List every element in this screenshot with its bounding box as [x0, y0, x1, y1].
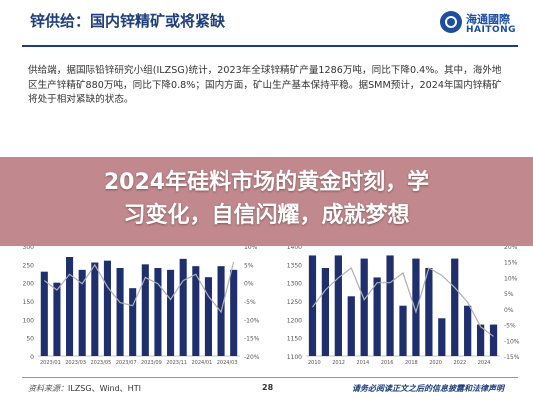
bar — [412, 258, 420, 356]
logo-text-cn: 海通國際 — [466, 13, 510, 26]
y2-tick-label: -15% — [244, 336, 260, 343]
x-tick-label: 2020 — [429, 360, 442, 366]
y-tick-label: 1350 — [287, 262, 302, 269]
x-tick-label: 2024/01 — [192, 360, 213, 366]
y2-tick-label: 5% — [244, 262, 254, 269]
haitong-logo-icon — [440, 11, 462, 33]
slide-title: 锌供给：国内锌精矿或将紧缺 — [30, 12, 226, 30]
bar — [308, 255, 317, 356]
header-divider — [22, 45, 518, 47]
y2-tick-label: 15% — [504, 260, 518, 267]
page-number: 28 — [262, 383, 274, 392]
bar — [103, 260, 111, 356]
y-tick-label: 250 — [23, 262, 35, 269]
x-tick-label: 2023/07 — [116, 360, 137, 366]
y2-tick-label: -15% — [504, 354, 520, 361]
bar — [91, 262, 99, 356]
yoy-line — [311, 267, 494, 337]
x-tick-label: 2023/09 — [141, 360, 162, 366]
y2-tick-label: 0% — [244, 281, 254, 288]
y2-tick-label: -5% — [244, 299, 256, 306]
bar — [321, 268, 330, 356]
y-tick-label: 50 — [26, 336, 34, 343]
x-tick-label: 2018 — [405, 360, 418, 366]
bar — [66, 257, 74, 356]
footer-source: 资料来源：ILZSG、Wind、HTI — [28, 383, 141, 394]
bar — [154, 268, 162, 356]
yoy-line — [43, 261, 235, 314]
charts-area: 0 50 100 150 200 250 300 -20% -15% -10% -5% 0% 5% 10%… — [23, 246, 520, 366]
bar — [53, 282, 61, 356]
bar — [129, 288, 137, 356]
x-tick-label: 2023/11 — [166, 360, 187, 366]
bar — [360, 258, 368, 356]
x-tick-label: 2014 — [357, 360, 370, 366]
y2-tick-label: 0% — [504, 307, 514, 314]
x-tick-label: 2024/03 — [217, 360, 238, 366]
x-tick-label: 2012 — [332, 360, 345, 366]
footer-divider — [22, 377, 518, 378]
y-tick-label: 1250 — [287, 299, 302, 306]
y-tick-label: 1100 — [287, 354, 302, 361]
y-tick-label: 1300 — [287, 281, 302, 288]
bar — [476, 324, 485, 356]
x-tick-label: 2010 — [308, 360, 321, 366]
bar — [167, 269, 175, 356]
chart-left: 0 50 100 150 200 250 300 -20% -15% -10% -5% 0% 5% 10%… — [23, 246, 260, 366]
y2-tick-label: 10% — [244, 246, 258, 251]
x-tick-label: 2024 — [478, 360, 491, 366]
y2-tick-label: -20% — [244, 354, 260, 361]
x-tick-label: 2016 — [381, 360, 394, 366]
overlay-line-1: 2024年硅料市场的黄金时刻，学 — [103, 170, 430, 195]
y2-tick-label: 5% — [504, 291, 514, 298]
bar — [451, 258, 459, 356]
bar — [489, 324, 498, 356]
bar — [373, 277, 381, 356]
promo-overlay-banner — [0, 157, 533, 246]
bar — [204, 277, 212, 356]
bar — [192, 266, 200, 356]
y-tick-label: 1400 — [287, 246, 302, 251]
footer-disclaimer: 请务必阅读正文之后的信息披露和法律声明 — [352, 384, 504, 393]
y2-tick-label: 10% — [504, 275, 518, 282]
bar — [438, 318, 446, 356]
y-tick-label: 150 — [23, 299, 35, 306]
y2-tick-label: -10% — [504, 338, 520, 345]
bar — [347, 296, 355, 356]
overlay-line-2: 习变化，自信闪耀，成就梦想 — [123, 203, 410, 228]
overlay-headline: 2024年硅料市场的黄金时刻，学 习变化，自信闪耀，成就梦想 — [20, 166, 513, 232]
y-tick-label: 100 — [23, 317, 35, 324]
y-tick-label: 1200 — [287, 317, 302, 324]
bar — [179, 258, 187, 356]
bar — [116, 268, 124, 356]
source-label: 资料来源： — [28, 384, 68, 393]
bar — [399, 305, 407, 356]
bar — [141, 264, 149, 356]
bar — [464, 305, 472, 356]
bar — [40, 271, 48, 356]
y-tick-label: 200 — [23, 281, 35, 288]
y-tick-label: 1150 — [287, 336, 302, 343]
bar — [386, 255, 394, 356]
y-tick-label: 0 — [30, 354, 34, 361]
logo-text-en: HAITONG — [466, 25, 517, 35]
x-tick-label: 2022 — [454, 360, 467, 366]
chart-right: 1100 1150 1200 1250 1300 1350 1400 -15% -10% -5% 0… — [287, 246, 520, 366]
x-tick-label: 2023/01 — [40, 360, 61, 366]
bar — [78, 269, 86, 356]
bar — [425, 268, 433, 356]
x-tick-label: 2023/05 — [91, 360, 112, 366]
y2-tick-label: -5% — [504, 323, 516, 330]
slide-header: 锌供给：国内锌精矿或将紧缺 海通國際 HAITONG — [0, 0, 533, 40]
body-paragraph: 供给端，据国际铅锌研究小组(ILZSG)统计，2023年全球锌精矿产量1286万… — [28, 65, 502, 105]
y2-tick-label: -10% — [244, 317, 260, 324]
bar — [230, 269, 238, 356]
y2-tick-label: 20% — [504, 246, 518, 251]
y-tick-label: 300 — [23, 246, 35, 251]
x-tick-label: 2023/03 — [65, 360, 86, 366]
bar — [334, 255, 342, 356]
source-text: ILZSG、Wind、HTI — [68, 384, 141, 393]
